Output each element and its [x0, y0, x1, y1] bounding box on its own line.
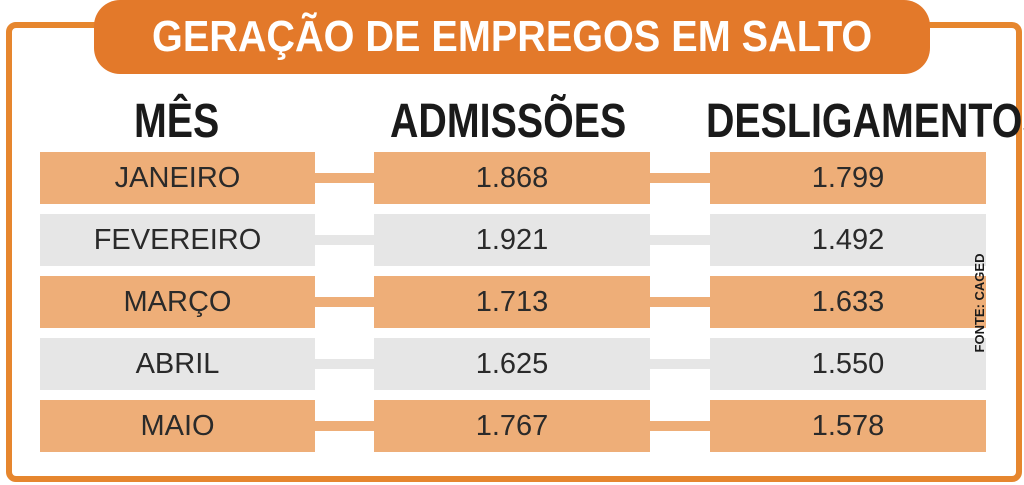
cell-month: FEVEREIRO: [40, 214, 315, 266]
cell-admissions: 1.921: [374, 214, 650, 266]
row-connector: [650, 173, 710, 183]
title-banner: GERAÇÃO DE EMPREGOS EM SALTO: [94, 0, 930, 74]
cell-month: MARÇO: [40, 276, 315, 328]
row-connector: [650, 421, 710, 431]
cell-month: ABRIL: [40, 338, 315, 390]
cell-month: JANEIRO: [40, 152, 315, 204]
row-connector: [650, 235, 710, 245]
row-connector: [315, 173, 374, 183]
column-header-admissions: ADMISSÕES: [390, 95, 627, 148]
chart-title: GERAÇÃO DE EMPREGOS EM SALTO: [151, 12, 873, 61]
cell-dismissals: 1.550: [710, 338, 986, 390]
row-connector: [315, 359, 374, 369]
row-connector: [650, 297, 710, 307]
cell-admissions: 1.767: [374, 400, 650, 452]
row-connector: [315, 421, 374, 431]
source-note: FONTE: CAGED: [972, 253, 987, 353]
cell-dismissals: 1.799: [710, 152, 986, 204]
cell-dismissals: 1.578: [710, 400, 986, 452]
column-header-month: MÊS: [134, 95, 220, 148]
cell-month: MAIO: [40, 400, 315, 452]
column-header-dismissals: DESLIGAMENTOS: [706, 95, 1024, 148]
cell-admissions: 1.713: [374, 276, 650, 328]
row-connector: [650, 359, 710, 369]
row-connector: [315, 235, 374, 245]
cell-admissions: 1.625: [374, 338, 650, 390]
cell-dismissals: 1.633: [710, 276, 986, 328]
row-connector: [315, 297, 374, 307]
cell-admissions: 1.868: [374, 152, 650, 204]
cell-dismissals: 1.492: [710, 214, 986, 266]
